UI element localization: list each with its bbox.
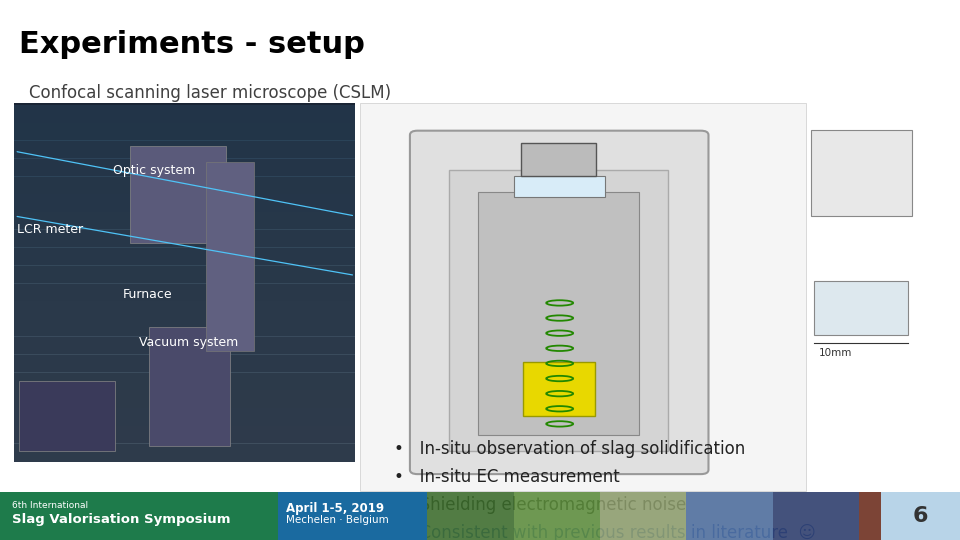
- Text: 6: 6: [913, 506, 928, 526]
- FancyBboxPatch shape: [14, 212, 355, 230]
- FancyBboxPatch shape: [14, 247, 355, 266]
- FancyBboxPatch shape: [0, 492, 278, 540]
- FancyBboxPatch shape: [514, 492, 600, 540]
- FancyBboxPatch shape: [149, 327, 230, 446]
- FancyBboxPatch shape: [206, 162, 254, 351]
- FancyBboxPatch shape: [14, 301, 355, 319]
- FancyBboxPatch shape: [14, 354, 355, 373]
- Text: Furnace: Furnace: [123, 288, 173, 301]
- Text: Mechelen · Belgium: Mechelen · Belgium: [286, 515, 389, 525]
- FancyBboxPatch shape: [14, 408, 355, 426]
- FancyBboxPatch shape: [14, 265, 355, 284]
- FancyBboxPatch shape: [14, 194, 355, 212]
- Text: 10mm: 10mm: [819, 348, 852, 359]
- FancyBboxPatch shape: [773, 492, 859, 540]
- FancyBboxPatch shape: [14, 426, 355, 444]
- FancyBboxPatch shape: [14, 390, 355, 408]
- FancyBboxPatch shape: [14, 103, 355, 462]
- FancyBboxPatch shape: [859, 492, 946, 540]
- FancyBboxPatch shape: [449, 170, 668, 451]
- FancyBboxPatch shape: [881, 492, 960, 540]
- Text: LCR meter: LCR meter: [17, 223, 84, 236]
- Text: Vacuum system: Vacuum system: [139, 336, 238, 349]
- FancyBboxPatch shape: [14, 372, 355, 390]
- FancyBboxPatch shape: [946, 492, 960, 540]
- FancyBboxPatch shape: [14, 230, 355, 248]
- FancyBboxPatch shape: [478, 192, 639, 435]
- Text: •   In-situ EC measurement: • In-situ EC measurement: [394, 468, 619, 486]
- Text: •   Shielding electromagnetic noise: • Shielding electromagnetic noise: [394, 496, 685, 514]
- FancyBboxPatch shape: [130, 146, 226, 243]
- FancyBboxPatch shape: [523, 362, 595, 416]
- FancyBboxPatch shape: [600, 492, 686, 540]
- FancyBboxPatch shape: [521, 143, 596, 176]
- FancyBboxPatch shape: [811, 130, 912, 216]
- Text: Experiments - setup: Experiments - setup: [19, 30, 365, 59]
- FancyBboxPatch shape: [814, 281, 908, 335]
- FancyBboxPatch shape: [360, 103, 806, 491]
- FancyBboxPatch shape: [410, 131, 708, 474]
- FancyBboxPatch shape: [14, 123, 355, 141]
- FancyBboxPatch shape: [14, 158, 355, 177]
- Text: Slag Valorisation Symposium: Slag Valorisation Symposium: [12, 513, 230, 526]
- FancyBboxPatch shape: [514, 176, 605, 197]
- FancyBboxPatch shape: [14, 140, 355, 159]
- Text: •   Consistent with previous results in literature  ☺: • Consistent with previous results in li…: [394, 524, 815, 540]
- Text: Optic system: Optic system: [113, 164, 196, 177]
- FancyBboxPatch shape: [14, 443, 355, 462]
- FancyBboxPatch shape: [14, 336, 355, 355]
- FancyBboxPatch shape: [686, 492, 773, 540]
- Text: April 1-5, 2019: April 1-5, 2019: [286, 502, 384, 515]
- FancyBboxPatch shape: [278, 492, 427, 540]
- FancyBboxPatch shape: [427, 492, 514, 540]
- FancyBboxPatch shape: [14, 176, 355, 194]
- FancyBboxPatch shape: [14, 319, 355, 337]
- Text: •   In-situ observation of slag solidification: • In-situ observation of slag solidifica…: [394, 440, 745, 458]
- Text: Confocal scanning laser microscope (CSLM): Confocal scanning laser microscope (CSLM…: [29, 84, 391, 102]
- Text: 6th International: 6th International: [12, 501, 87, 510]
- FancyBboxPatch shape: [19, 381, 115, 451]
- FancyBboxPatch shape: [14, 283, 355, 301]
- FancyBboxPatch shape: [14, 105, 355, 123]
